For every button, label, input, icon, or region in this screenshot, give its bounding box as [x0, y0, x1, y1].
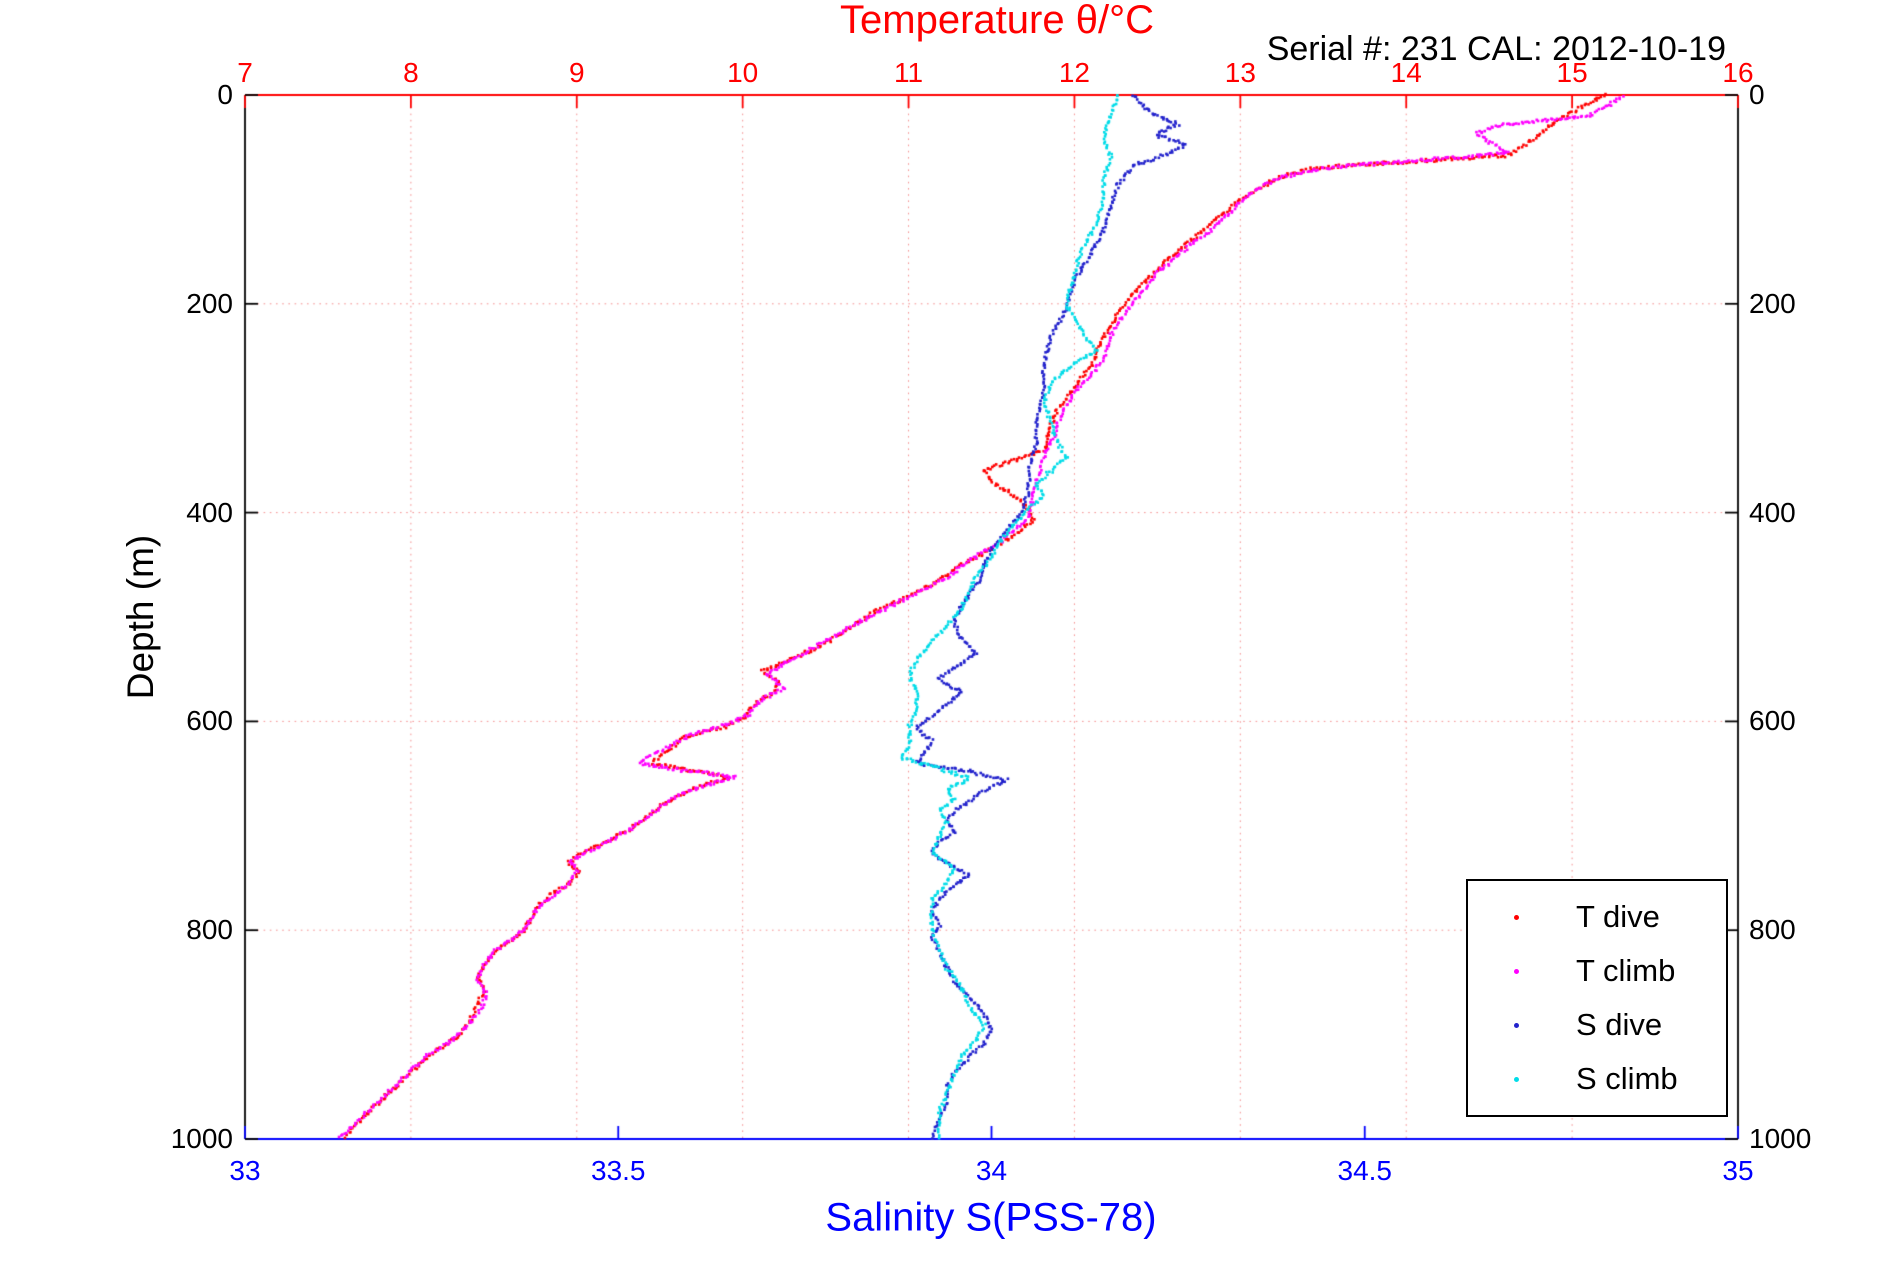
tick-label: 200 — [1749, 287, 1796, 319]
tick-label: 7 — [237, 57, 253, 88]
serial-cal-annotation: Serial #: 231 CAL: 2012-10-19 — [1266, 30, 1726, 68]
legend-item-t-climb: T climb — [1468, 953, 1726, 989]
tick-label: 35 — [1722, 1155, 1754, 1186]
legend-item-s-dive: S dive — [1468, 1007, 1726, 1043]
legend-item-t-dive: T dive — [1468, 899, 1726, 935]
legend-item-s-climb: S climb — [1468, 1061, 1726, 1097]
tick-label: 0 — [1749, 79, 1765, 110]
tick-label: 12 — [1058, 57, 1091, 88]
tick-label: 1000 — [170, 1123, 233, 1154]
legend-label: T dive — [1576, 899, 1660, 934]
tick-label: 200 — [186, 287, 233, 319]
chart-title: Temperature θ/°C — [840, 0, 1154, 42]
legend-label: T climb — [1576, 953, 1676, 988]
legend-label: S climb — [1576, 1061, 1678, 1096]
tick-label: 600 — [186, 705, 233, 737]
legend: T dive T climb S dive S climb — [1466, 879, 1728, 1117]
tick-label: 34.5 — [1337, 1155, 1393, 1186]
tick-label: 10 — [727, 57, 759, 88]
legend-marker — [1514, 1022, 1519, 1028]
tick-label: 400 — [186, 496, 233, 528]
legend-marker — [1514, 968, 1519, 974]
tick-label: 600 — [1749, 705, 1796, 737]
salinity-axis-label: Salinity S(PSS-78) — [825, 1195, 1157, 1240]
tick-label: 16 — [1722, 57, 1754, 88]
tick-label: 33 — [229, 1155, 261, 1186]
legend-marker — [1514, 1076, 1519, 1082]
tick-label: 1000 — [1749, 1123, 1812, 1154]
tick-label: 33.5 — [591, 1155, 646, 1186]
tick-label: 800 — [1749, 914, 1796, 946]
legend-marker — [1514, 914, 1519, 920]
depth-axis-label: Depth (m) — [120, 534, 161, 700]
tick-label: 8 — [403, 57, 419, 88]
tick-label: 15 — [1556, 57, 1588, 88]
tick-label: 9 — [568, 57, 585, 88]
tick-label: 0 — [217, 79, 233, 110]
tick-label: 13 — [1224, 57, 1256, 88]
legend-label: S dive — [1576, 1007, 1663, 1042]
tick-label: 34 — [975, 1155, 1008, 1186]
tick-label: 11 — [894, 57, 924, 88]
tick-label: 800 — [186, 914, 233, 946]
tick-label: 400 — [1749, 496, 1796, 528]
tick-label: 14 — [1390, 57, 1422, 88]
